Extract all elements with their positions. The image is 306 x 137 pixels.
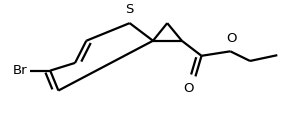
Text: O: O: [226, 32, 237, 45]
Text: Br: Br: [13, 64, 27, 77]
Text: O: O: [184, 82, 194, 95]
Text: S: S: [125, 3, 134, 16]
